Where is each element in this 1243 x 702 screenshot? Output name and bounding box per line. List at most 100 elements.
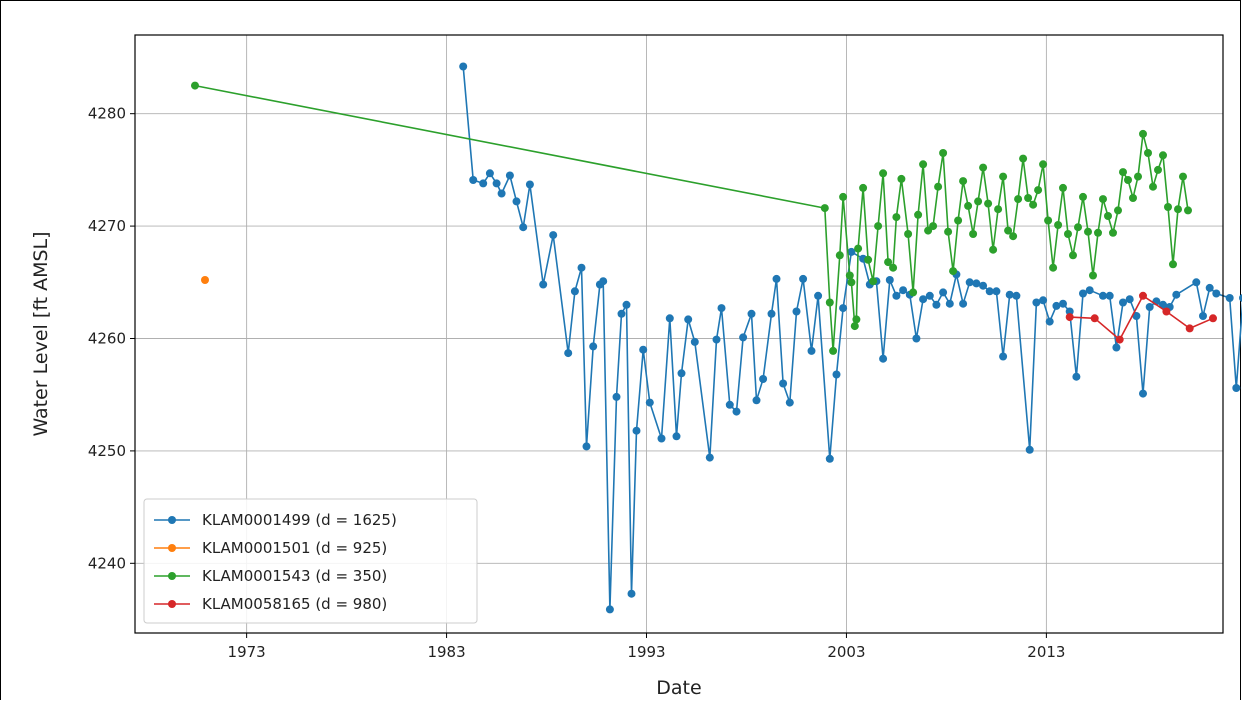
data-point — [984, 199, 993, 208]
data-point — [1132, 312, 1141, 320]
data-point — [705, 453, 714, 462]
data-point — [1090, 314, 1099, 323]
data-point — [672, 432, 681, 441]
data-point — [999, 172, 1008, 181]
data-point — [845, 271, 854, 280]
data-point — [1119, 298, 1127, 307]
data-point — [1159, 151, 1167, 160]
data-point — [191, 81, 199, 90]
data-point — [712, 335, 721, 344]
data-point — [612, 392, 621, 401]
data-point — [992, 287, 1001, 296]
data-point — [1089, 271, 1097, 280]
x-axis-title: Date — [656, 677, 701, 699]
data-point — [1085, 286, 1094, 295]
data-point — [909, 288, 918, 297]
data-point — [497, 189, 506, 198]
data-point — [1104, 212, 1112, 220]
data-point — [589, 342, 598, 351]
data-point — [1169, 260, 1177, 269]
data-point — [839, 192, 848, 201]
data-point — [820, 204, 829, 213]
data-point — [725, 400, 734, 409]
series-line — [462, 66, 1242, 611]
data-point — [525, 180, 534, 189]
data-point — [1039, 160, 1048, 169]
data-point — [582, 442, 591, 451]
data-point — [459, 62, 468, 71]
data-point — [1052, 301, 1061, 310]
x-tick-label: 2003 — [827, 643, 865, 661]
data-point — [1154, 165, 1162, 174]
x-tick-label: 2013 — [1027, 643, 1065, 661]
data-point — [972, 279, 981, 288]
data-point — [1084, 227, 1092, 236]
series-3 — [191, 81, 1192, 355]
data-point — [949, 267, 958, 276]
data-point — [889, 263, 898, 272]
data-point — [925, 291, 934, 300]
data-point — [747, 309, 756, 318]
data-point — [1065, 313, 1074, 322]
data-point — [1034, 186, 1043, 195]
data-point — [772, 274, 781, 283]
x-tick-label: 1983 — [427, 643, 465, 661]
data-point — [1069, 251, 1077, 260]
data-point — [1064, 230, 1072, 238]
data-point — [617, 309, 626, 318]
data-point — [929, 222, 938, 231]
data-point — [1185, 324, 1194, 333]
data-point — [892, 213, 901, 222]
data-point — [939, 149, 948, 157]
data-point — [684, 315, 693, 324]
data-point — [1149, 182, 1157, 191]
data-point — [690, 337, 699, 346]
data-point — [1179, 172, 1187, 181]
data-point — [835, 251, 844, 260]
data-point — [829, 346, 838, 355]
data-point — [879, 169, 888, 178]
legend-label: KLAM0001501 (d = 925) — [202, 539, 387, 557]
data-point — [989, 245, 998, 254]
data-point — [752, 396, 761, 405]
data-point — [979, 281, 988, 290]
data-point — [1094, 228, 1102, 237]
data-point — [1129, 194, 1137, 202]
series-1 — [459, 62, 1242, 614]
data-point — [1139, 389, 1147, 398]
y-tick-label: 4240 — [88, 554, 126, 572]
data-point — [1114, 206, 1122, 215]
data-point — [1134, 172, 1142, 181]
data-point — [864, 255, 873, 264]
data-point — [1059, 183, 1067, 192]
data-point — [665, 314, 674, 323]
data-point — [1049, 263, 1058, 272]
data-point — [944, 227, 953, 236]
data-point — [1124, 176, 1132, 184]
data-point — [1159, 300, 1167, 309]
data-point — [492, 179, 501, 188]
data-point — [999, 352, 1008, 361]
data-point — [899, 286, 908, 295]
data-point — [1009, 232, 1018, 241]
data-point — [605, 605, 614, 614]
data-point — [539, 280, 548, 289]
data-point — [1239, 294, 1242, 302]
x-tick-label: 1973 — [228, 643, 266, 661]
legend-box — [143, 498, 478, 624]
data-point — [639, 345, 648, 354]
data-point — [847, 278, 856, 287]
data-point — [884, 258, 893, 267]
data-point — [994, 205, 1003, 214]
series-line — [194, 84, 1189, 352]
data-point — [485, 169, 494, 178]
data-point — [469, 176, 478, 184]
y-tick-label: 4250 — [88, 442, 126, 460]
data-point — [919, 295, 928, 304]
data-point — [1074, 223, 1082, 232]
data-point — [1019, 154, 1028, 163]
plot-area-border — [134, 34, 1224, 634]
data-point — [1109, 228, 1117, 237]
data-point — [825, 454, 834, 463]
